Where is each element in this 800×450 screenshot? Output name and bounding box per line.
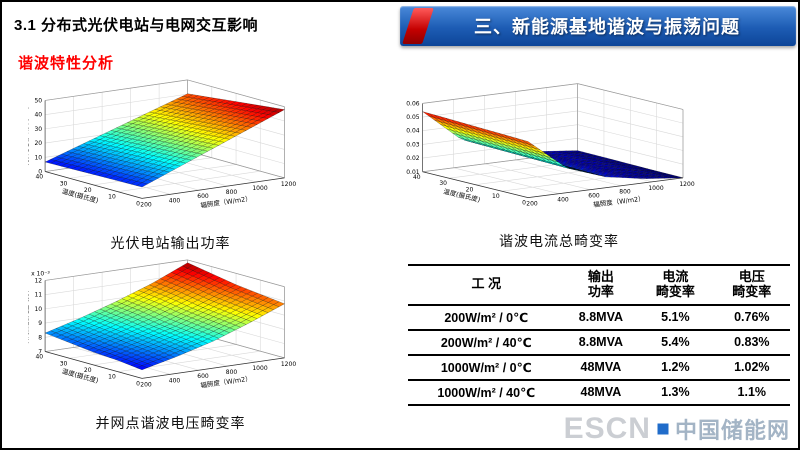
chart-caption-pv-output: 光伏电站输出功率 <box>110 235 231 251</box>
surface-plot-voltage-distortion <box>28 252 313 410</box>
table-cell: 0.76% <box>713 304 790 331</box>
watermark-escn-text: ESCN <box>563 412 651 445</box>
escn-logo-icon <box>654 421 671 437</box>
chart-caption-current-distortion: 谐波电流总畸变率 <box>499 233 619 249</box>
section-banner: 三、新能源基地谐波与振荡问题 <box>400 6 796 46</box>
table-cell: 48MVA <box>564 354 638 381</box>
table-cell: 200W/m² / 40℃ <box>408 329 565 356</box>
chart-block-current-distortion: 谐波电流总畸变率 <box>404 76 714 251</box>
table-cell: 1.02% <box>713 354 790 381</box>
table-header-row: 工 况输出 功率 电流 畸变率 电压 畸变率 <box>408 264 790 306</box>
table-cell: 200W/m² / 0℃ <box>408 304 565 331</box>
table-cell: 8.8MVA <box>564 329 638 356</box>
chart-block-voltage-distortion: 并网点谐波电压畸变率 <box>28 252 313 433</box>
table-row: 200W/m² / 0℃ 8.8MVA 5.1% 0.76% <box>408 304 790 331</box>
watermark-site-name: 中国储能网 <box>674 418 790 443</box>
banner-red-accent <box>402 8 434 44</box>
surface-plot-current-distortion <box>404 76 714 228</box>
banner-title: 三、新能源基地谐波与振荡问题 <box>474 17 740 37</box>
table-header-cell: 电压 畸变率 <box>713 264 790 306</box>
table-header-cell: 工 况 <box>408 264 565 306</box>
table-cell: 1000W/m² / 0℃ <box>408 354 565 381</box>
watermark: ESCN 中国储能网 <box>564 412 790 446</box>
table-header-cell: 电流 畸变率 <box>637 264 714 306</box>
table-header-cell: 输出 功率 <box>564 264 638 306</box>
table-row: 200W/m² / 40℃ 8.8MVA 5.4% 0.83% <box>408 329 790 356</box>
table-cell: 48MVA <box>564 379 638 406</box>
table-cell: 5.4% <box>637 329 714 356</box>
chart-block-pv-output: 光伏电站输出功率 <box>28 72 313 253</box>
surface-plot-pv-output-power <box>28 72 313 230</box>
table-row: 1000W/m² / 40℃ 48MVA 1.3% 1.1% <box>408 379 790 406</box>
table-cell: 8.8MVA <box>564 304 638 331</box>
analysis-label: 谐波特性分析 <box>18 55 115 72</box>
table-body: 200W/m² / 0℃ 8.8MVA 5.1% 0.76% 200W/m² / 40℃… <box>408 304 790 406</box>
table-cell: 1.1% <box>713 379 790 406</box>
table-cell: 5.1% <box>637 304 714 331</box>
results-table: 工 况输出 功率 电流 畸变率 电压 畸变率 200W/m² / 0℃ 8.8MVA 5… <box>408 264 790 406</box>
table-cell: 1000W/m² / 40℃ <box>408 379 565 406</box>
table-cell: 1.2% <box>637 354 714 381</box>
chart-caption-voltage-distortion: 并网点谐波电压畸变率 <box>95 415 246 431</box>
page-title: 3.1 分布式光伏电站与电网交互影响 <box>14 17 259 34</box>
table-cell: 1.3% <box>637 379 714 406</box>
table-cell: 0.83% <box>713 329 790 356</box>
table-row: 1000W/m² / 0℃ 48MVA 1.2% 1.02% <box>408 354 790 381</box>
